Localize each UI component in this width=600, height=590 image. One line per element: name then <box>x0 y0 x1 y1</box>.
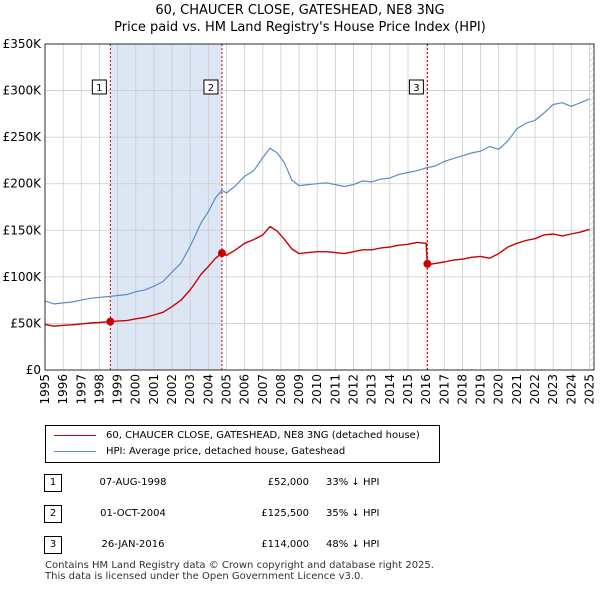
x-tick-label: 2021 <box>510 374 524 405</box>
transaction-row: 3 26-JAN-2016 £114,000 48% ↓ HPI <box>44 536 464 554</box>
x-tick-label: 2024 <box>564 374 578 405</box>
transaction-row: 1 07-AUG-1998 £52,000 33% ↓ HPI <box>44 474 464 492</box>
sale-label: 1 <box>96 83 102 94</box>
y-tick-label: £150K <box>3 223 43 237</box>
transaction-hpi: 33% ↓ HPI <box>326 477 380 488</box>
x-tick-label: 2014 <box>383 374 397 405</box>
x-tick-label: 2015 <box>401 374 415 405</box>
x-tick-label: 2007 <box>256 374 270 405</box>
legend-item-hpi: HPI: Average price, detached house, Gate… <box>54 445 345 459</box>
sale-label: 2 <box>208 83 214 94</box>
sale-label-box <box>408 79 424 95</box>
x-tick-label: 2018 <box>455 374 469 405</box>
x-tick-label: 2008 <box>274 374 288 405</box>
x-tick-label: 2009 <box>292 374 306 405</box>
x-tick-label: 2004 <box>201 374 215 405</box>
y-tick-label: £50K <box>10 316 42 330</box>
sale-point <box>217 249 226 258</box>
attribution-line-2: This data is licensed under the Open Gov… <box>45 571 364 582</box>
x-tick-label: 2025 <box>582 374 596 405</box>
price-chart: 1 2 3 £0 £50K £100K £150K £200K £250K £300K £350K… <box>3 37 597 405</box>
x-tick-label: 2000 <box>129 374 143 405</box>
x-tick-label: 2012 <box>347 374 361 405</box>
x-tick-label: 2019 <box>474 374 488 405</box>
y-tick-label: £300K <box>3 84 43 98</box>
x-tick-label: 1999 <box>111 374 125 405</box>
x-tick-label: 1996 <box>56 374 70 405</box>
x-tick-label: 2003 <box>183 374 197 405</box>
x-tick-label: 1997 <box>74 374 88 405</box>
sale-label-box <box>203 79 219 95</box>
x-tick-label: 2016 <box>419 374 433 405</box>
y-tick-label: £0 <box>26 363 41 377</box>
series-line-property <box>44 225 590 327</box>
x-tick-label: 2006 <box>238 374 252 405</box>
sale-point <box>106 317 115 326</box>
legend-label-property: 60, CHAUCER CLOSE, GATESHEAD, NE8 3NG (d… <box>106 430 420 441</box>
transaction-price: £52,000 <box>267 477 309 488</box>
x-tick-label: 2010 <box>310 374 324 405</box>
x-tick-label: 2005 <box>219 374 233 405</box>
x-tick-label: 2011 <box>328 374 342 405</box>
legend-swatch-property <box>54 434 96 436</box>
transaction-price: £125,500 <box>261 508 309 519</box>
y-tick-label: £100K <box>3 270 43 284</box>
transaction-row: 2 01-OCT-2004 £125,500 35% ↓ HPI <box>44 505 464 523</box>
transaction-date: 07-AUG-1998 <box>99 477 167 488</box>
transaction-date: 01-OCT-2004 <box>100 508 166 519</box>
x-tick-label: 2022 <box>528 374 542 405</box>
chart-subtitle: Price paid vs. HM Land Registry's House … <box>114 20 486 35</box>
x-tick-label: 2001 <box>147 374 161 405</box>
attribution: Contains HM Land Registry data © Crown c… <box>45 560 434 582</box>
transaction-hpi: 35% ↓ HPI <box>326 508 380 519</box>
sale-label-box <box>91 79 107 95</box>
chart-title: 60, CHAUCER CLOSE, GATESHEAD, NE8 3NG <box>155 3 445 18</box>
x-tick-label: 2002 <box>165 374 179 405</box>
legend: 60, CHAUCER CLOSE, GATESHEAD, NE8 3NG (d… <box>45 425 440 463</box>
transaction-number: 3 <box>44 536 62 554</box>
forecast-hatch <box>589 44 594 370</box>
plot-frame <box>44 43 595 371</box>
transaction-hpi: 48% ↓ HPI <box>326 539 380 550</box>
y-tick-label: £350K <box>3 37 43 51</box>
x-tick-label: 2013 <box>365 374 379 405</box>
highlight-band <box>110 44 222 370</box>
y-tick-label: £250K <box>3 130 43 144</box>
transaction-price: £114,000 <box>261 539 309 550</box>
legend-label-hpi: HPI: Average price, detached house, Gate… <box>106 446 346 457</box>
transaction-date: 26-JAN-2016 <box>101 539 165 550</box>
series-line-hpi <box>44 98 590 305</box>
sale-label: 3 <box>413 83 419 94</box>
x-tick-label: 1995 <box>38 374 52 405</box>
x-tick-label: 2020 <box>492 374 506 405</box>
sale-point <box>423 259 432 268</box>
x-tick-label: 1998 <box>92 374 106 405</box>
x-tick-label: 2017 <box>437 374 451 405</box>
transaction-number: 2 <box>44 505 62 523</box>
x-tick-label: 2023 <box>546 374 560 405</box>
transaction-number: 1 <box>44 474 62 492</box>
legend-item-property: 60, CHAUCER CLOSE, GATESHEAD, NE8 3NG (d… <box>54 429 420 443</box>
y-tick-label: £200K <box>3 177 43 191</box>
attribution-line-1: Contains HM Land Registry data © Crown c… <box>45 560 434 571</box>
legend-swatch-hpi <box>54 450 96 452</box>
